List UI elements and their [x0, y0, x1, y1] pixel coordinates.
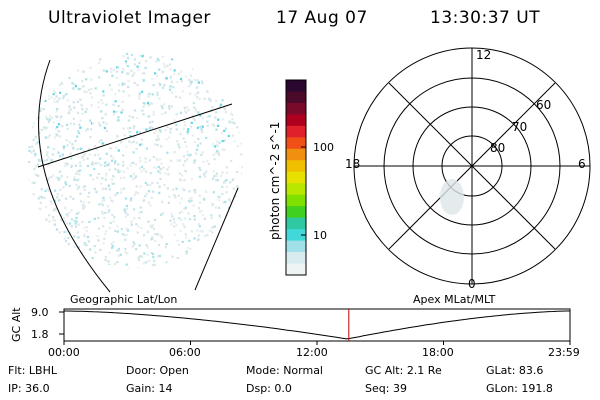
- timeline-xtick-3: 18:00: [422, 346, 454, 359]
- info-ip: IP: 36.0: [8, 382, 50, 395]
- polar-emission-patch: [440, 179, 464, 215]
- longitude-line: [194, 187, 239, 291]
- info-door: Door: Open: [126, 364, 189, 377]
- timeline-right-label: Apex MLat/MLT: [413, 293, 496, 306]
- polar-lat-80: 80: [490, 141, 506, 155]
- polar-lat-60: 60: [536, 98, 552, 112]
- info-dsp: Dsp: 0.0: [246, 382, 292, 395]
- timeline-xtick-2: 12:00: [296, 346, 328, 359]
- timeline-ytick-high: 9.0: [31, 306, 49, 319]
- info-gain: Gain: 14: [126, 382, 173, 395]
- colorbar-tick-10: 10: [313, 229, 327, 242]
- latitude-line: [37, 103, 233, 168]
- info-flt: Flt: LBHL: [8, 364, 57, 377]
- timeline-xtick-1: 06:00: [169, 346, 201, 359]
- info-seq: Seq: 39: [365, 382, 407, 395]
- info-gc-alt: GC Alt: 2.1 Re: [365, 364, 442, 377]
- timeline-left-label: Geographic Lat/Lon: [70, 293, 178, 306]
- colorbar-tick-100: 100: [313, 141, 334, 154]
- date-label: 17 Aug 07: [276, 8, 368, 28]
- polar-label-18: 18: [345, 157, 361, 171]
- limb-curve: [38, 59, 111, 293]
- info-glon: GLon: 191.8: [486, 382, 553, 395]
- polar-label-12: 12: [476, 48, 492, 62]
- timeline-xtick-0: 00:00: [48, 346, 80, 359]
- polar-lat-70: 70: [512, 120, 528, 134]
- info-glat: GLat: 83.6: [486, 364, 544, 377]
- polar-label-6: 6: [578, 157, 586, 171]
- timeline-ytick-low: 1.8: [31, 328, 49, 341]
- instrument-title: Ultraviolet Imager: [48, 8, 211, 28]
- polar-label-0: 0: [468, 277, 476, 291]
- timeline-xtick-4: 23:59: [548, 346, 580, 359]
- info-mode: Mode: Normal: [246, 364, 323, 377]
- time-label: 13:30:37 UT: [430, 8, 541, 28]
